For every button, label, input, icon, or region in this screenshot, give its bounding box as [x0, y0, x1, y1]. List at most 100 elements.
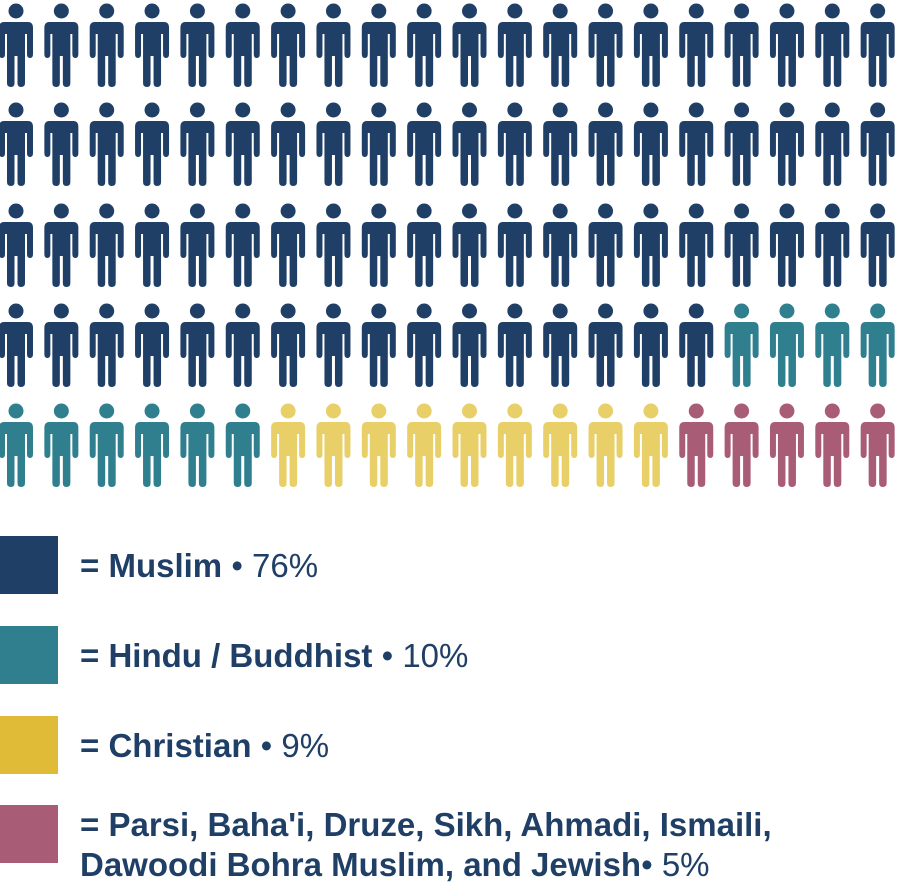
person-icon	[361, 303, 396, 387]
person-icon	[633, 203, 668, 287]
person-icon	[452, 303, 487, 387]
person-icon	[44, 303, 79, 387]
person-icon	[180, 303, 215, 387]
person-icon	[271, 203, 306, 287]
person-icon	[679, 102, 714, 186]
person-icon	[0, 203, 33, 287]
person-icon	[135, 303, 170, 387]
waffle-chart	[0, 3, 895, 487]
person-icon	[497, 102, 532, 186]
legend-pct-other: 5%	[661, 846, 710, 883]
legend-separator-other: •	[641, 846, 653, 883]
person-icon	[769, 102, 804, 186]
person-icon	[860, 102, 895, 186]
person-icon	[769, 203, 804, 287]
person-icon	[815, 203, 850, 287]
person-icon	[679, 303, 714, 387]
person-icon	[724, 3, 759, 87]
person-icon	[588, 203, 623, 287]
person-icon	[815, 303, 850, 387]
person-icon	[407, 203, 442, 287]
legend-item-christian: = Christian • 9%	[0, 716, 898, 776]
person-icon	[89, 403, 124, 487]
person-icon	[679, 203, 714, 287]
person-icon	[679, 3, 714, 87]
legend-pct-wrap-hindu-buddhist: • 10%	[382, 637, 469, 674]
legend-prefix-muslim: =	[80, 547, 100, 584]
person-icon	[0, 403, 33, 487]
person-icon	[407, 102, 442, 186]
person-icon	[543, 203, 578, 287]
person-icon	[316, 203, 351, 287]
person-icon	[135, 102, 170, 186]
person-icon	[724, 403, 759, 487]
person-icon	[225, 303, 260, 387]
person-icon	[633, 303, 668, 387]
person-icon	[316, 403, 351, 487]
person-icon	[497, 3, 532, 87]
legend-pct-muslim: 76%	[252, 547, 319, 584]
legend-name-christian: Christian	[108, 727, 252, 764]
person-icon	[44, 203, 79, 287]
person-icon	[860, 403, 895, 487]
person-icon	[815, 403, 850, 487]
person-icon	[180, 3, 215, 87]
person-icon	[452, 102, 487, 186]
person-icon	[180, 102, 215, 186]
legend-prefix-christian: =	[80, 727, 100, 764]
person-icon	[0, 3, 33, 87]
person-icon	[724, 203, 759, 287]
legend-swatch-christian	[0, 716, 58, 774]
legend-separator-christian: •	[260, 727, 273, 764]
person-icon	[0, 102, 33, 186]
person-icon	[316, 102, 351, 186]
person-icon	[497, 203, 532, 287]
person-icon	[135, 203, 170, 287]
person-icon	[769, 403, 804, 487]
person-icon	[679, 403, 714, 487]
person-icon	[225, 3, 260, 87]
legend-item-muslim: = Muslim • 76%	[0, 536, 898, 596]
person-icon	[588, 303, 623, 387]
person-icon	[815, 102, 850, 186]
person-icon	[361, 403, 396, 487]
person-icon	[89, 102, 124, 186]
person-icon	[407, 303, 442, 387]
legend-item-other: = Parsi, Baha'i, Druze, Sikh, Ahmadi, Is…	[0, 802, 898, 883]
person-icon	[724, 303, 759, 387]
person-icon	[271, 303, 306, 387]
person-icon	[271, 3, 306, 87]
person-icon	[361, 203, 396, 287]
person-icon	[271, 102, 306, 186]
person-icon	[860, 303, 895, 387]
legend-separator-muslim: •	[231, 547, 243, 584]
person-icon	[0, 303, 33, 387]
person-icon	[89, 203, 124, 287]
person-icon	[543, 102, 578, 186]
person-icon	[860, 203, 895, 287]
legend-name-other: Parsi, Baha'i, Druze, Sikh, Ahmadi, Isma…	[80, 806, 772, 883]
legend-label-muslim: = Muslim	[80, 547, 222, 584]
legend-pct-christian: 9%	[281, 727, 330, 764]
person-icon	[361, 102, 396, 186]
person-icon	[815, 3, 850, 87]
legend-swatch-hindu-buddhist	[0, 626, 58, 684]
person-icon	[724, 102, 759, 186]
legend-prefix-other: =	[80, 806, 100, 843]
person-icon	[407, 403, 442, 487]
legend-name-muslim: Muslim	[108, 547, 223, 584]
person-icon	[180, 403, 215, 487]
person-icon	[588, 403, 623, 487]
legend-pct-hindu-buddhist: 10%	[402, 637, 469, 674]
legend-pct-wrap-christian: • 9%	[261, 727, 329, 764]
legend-pct-wrap-muslim: • 76%	[231, 547, 318, 584]
person-icon	[452, 203, 487, 287]
legend-item-hindu-buddhist: = Hindu / Buddhist • 10%	[0, 626, 898, 686]
person-icon	[135, 3, 170, 87]
person-icon	[180, 203, 215, 287]
person-icon	[860, 3, 895, 87]
person-icon	[497, 403, 532, 487]
person-icon	[543, 3, 578, 87]
person-icon	[452, 403, 487, 487]
